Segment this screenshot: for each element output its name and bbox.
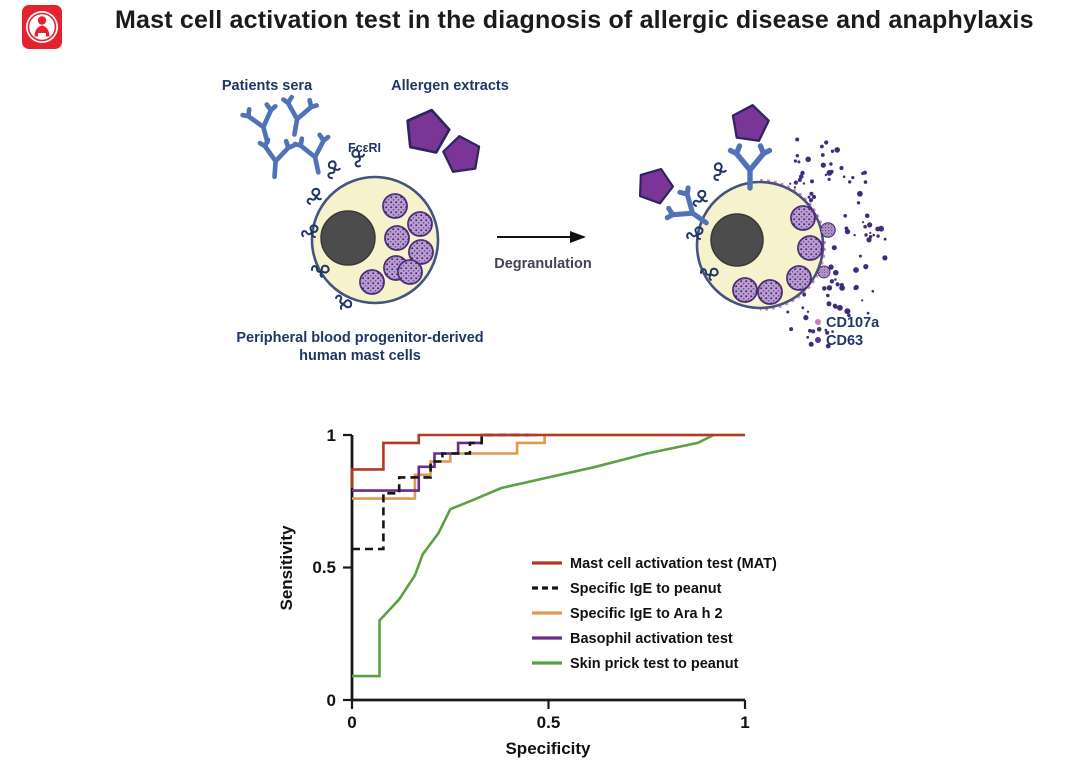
legend-label-ige-arah2: Specific IgE to Ara h 2 (570, 606, 723, 622)
activated-mast-cell (632, 101, 888, 349)
cd107a-dot-icon (815, 319, 821, 325)
allergen-icon (728, 101, 772, 143)
fusing-membrane (759, 179, 826, 311)
figure-title: Mast cell activation test in the diagnos… (115, 6, 1034, 34)
cell-caption-line1: Peripheral blood progenitor-derived (236, 330, 483, 346)
person-icon (22, 5, 62, 49)
x-axis-label: Specificity (505, 739, 591, 758)
cell-nucleus (710, 213, 764, 267)
cd107a-label: CD107a (826, 315, 880, 331)
patients-sera-label: Patients sera (222, 78, 313, 94)
released-granule-dots (786, 137, 888, 349)
allergen-icon (401, 104, 454, 156)
legend-label-skin-prick: Skin prick test to peanut (570, 656, 739, 672)
degranulation-label: Degranulation (494, 256, 591, 272)
roc-chart: 1 0.5 0 0 0.5 1 Sensitivity Specificity … (277, 426, 777, 758)
legend-label-bat: Basophil activation test (570, 631, 733, 647)
legend-label-mat: Mast cell activation test (MAT) (570, 556, 777, 572)
bound-allergen-complex-top (728, 101, 772, 188)
cd63-dot-icon (815, 337, 821, 343)
cd-marker-legend: CD107a CD63 (815, 315, 880, 349)
antibody-icon (242, 103, 284, 147)
y-axis-label: Sensitivity (277, 525, 296, 611)
antibody-icon (258, 139, 294, 178)
xtick-1: 1 (740, 713, 749, 732)
legend-label-ige-peanut: Specific IgE to peanut (570, 581, 722, 597)
allergen-cluster (401, 104, 484, 174)
allergen-extracts-label: Allergen extracts (391, 78, 509, 94)
roc-curves (350, 433, 745, 678)
xtick-0: 0 (347, 713, 356, 732)
ytick-0-5: 0.5 (312, 558, 336, 577)
cell-caption-line2: human mast cells (299, 348, 421, 364)
roc-axes (343, 433, 747, 709)
fceri-label: FcεRI (348, 141, 381, 155)
antibody-cluster (242, 96, 335, 178)
ytick-0: 0 (327, 691, 336, 710)
roc-curve-ige-peanut (352, 433, 529, 551)
roc-legend: Mast cell activation test (MAT) Specific… (532, 556, 777, 672)
roc-curve-skin-prick (352, 433, 715, 678)
mast-cell-diagram: Patients sera Allergen extracts (222, 78, 888, 364)
xtick-0-5: 0.5 (537, 713, 561, 732)
ytick-1: 1 (327, 426, 336, 445)
journal-logo (22, 5, 62, 49)
allergen-icon (440, 132, 484, 174)
allergen-icon (632, 162, 679, 207)
antibody-icon (294, 133, 335, 176)
roc-curve-mat (350, 433, 745, 488)
antibody-icon (278, 96, 318, 138)
degranulation-arrow: Degranulation (494, 231, 592, 272)
cell-nucleus (320, 210, 376, 266)
roc-curve-ige-arah2 (352, 433, 745, 500)
resting-mast-cell: FcεRI (301, 141, 440, 313)
cd63-label: CD63 (826, 333, 863, 349)
